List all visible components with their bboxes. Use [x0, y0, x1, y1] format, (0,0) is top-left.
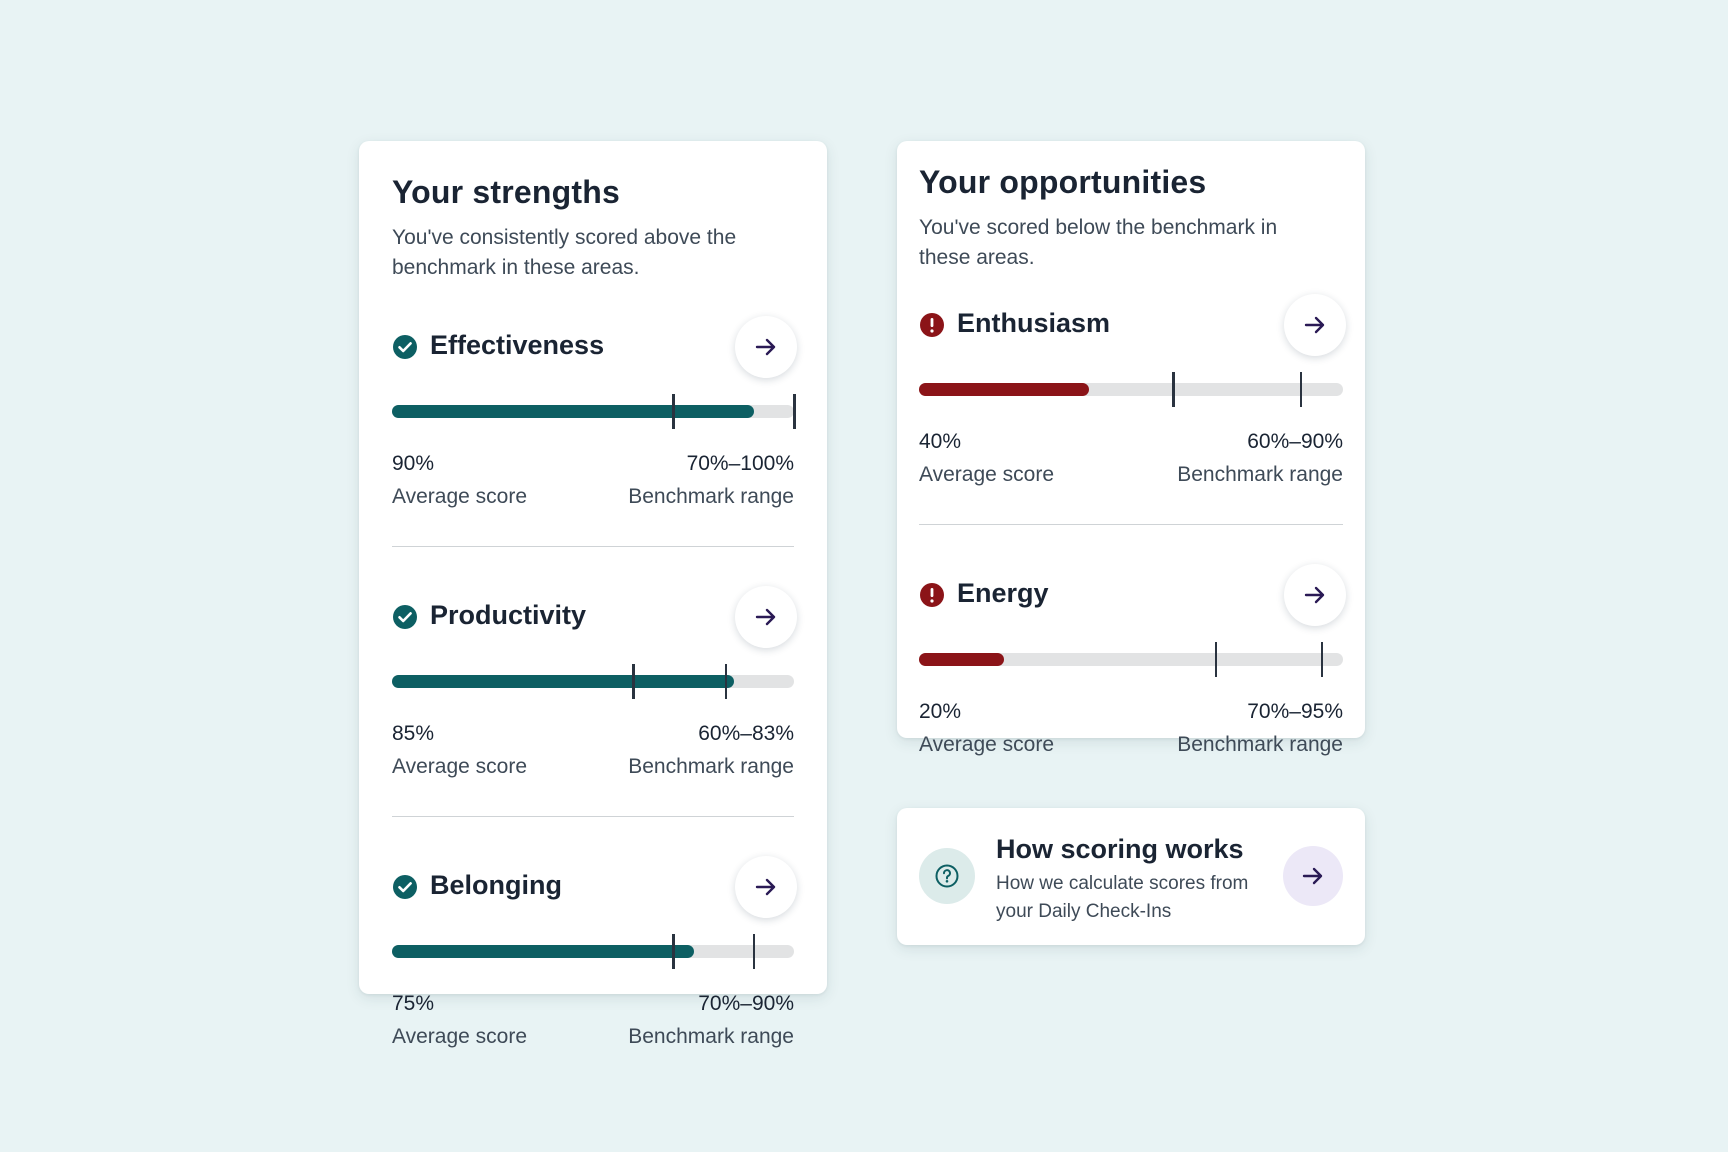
how-scoring-arrow-button[interactable] [1283, 846, 1343, 906]
strengths-list: Effectiveness 90% 70%–100% Average score Ben… [392, 313, 797, 1048]
benchmark-value: 70%–95% [1247, 700, 1343, 723]
opportunities-list: Enthusiasm 40% 60%–90% Average score Benchma… [919, 291, 1346, 756]
divider [392, 815, 794, 817]
score-value: 85% [392, 722, 435, 745]
benchmark-high-marker [752, 934, 756, 969]
metric-label: Enthusiasm [957, 308, 1111, 338]
benchmark-caption: Benchmark range [1177, 463, 1343, 486]
strengths-subtitle: You've consistently scored above the ben… [392, 226, 737, 279]
benchmark-value: 70%–100% [686, 452, 794, 475]
arrow-right-icon [755, 608, 776, 626]
benchmark-value: 60%–83% [698, 722, 794, 745]
metric-arrow-button[interactable] [735, 586, 797, 648]
question-circle-icon [919, 848, 975, 904]
metric-label: Productivity [430, 600, 587, 630]
how-scoring-description: How we calculate scores from your Daily … [996, 873, 1249, 922]
score-value: 40% [919, 430, 962, 453]
score-caption: Average score [392, 755, 528, 778]
check-circle-icon [392, 334, 418, 360]
benchmark-caption: Benchmark range [628, 485, 794, 508]
opportunities-card: Your opportunities You've scored below t… [897, 141, 1365, 756]
score-value: 20% [919, 700, 962, 723]
benchmark-high-marker [1320, 642, 1324, 677]
score-bar-fill [392, 945, 694, 958]
score-bar-fill [919, 653, 1004, 666]
divider [919, 523, 1343, 525]
metric-header: Effectiveness [392, 313, 797, 378]
metric-label: Energy [957, 578, 1049, 608]
metric-enthusiasm: Enthusiasm 40% 60%–90% Average score Benchma… [919, 291, 1346, 525]
benchmark-caption: Benchmark range [628, 755, 794, 778]
alert-circle-icon [919, 312, 945, 338]
score-bar-fill [919, 383, 1089, 396]
how-scoring-card[interactable]: How scoring works How we calculate score… [897, 808, 1365, 945]
strengths-card: Your strengths You've consistently score… [359, 141, 827, 1048]
benchmark-low-marker [632, 664, 635, 699]
benchmark-low-marker [1172, 372, 1175, 407]
benchmark-low-marker [1214, 642, 1218, 677]
metric-arrow-button[interactable] [735, 856, 797, 918]
metric-arrow-button[interactable] [1284, 564, 1346, 626]
score-bar-fill [392, 675, 734, 688]
metric-header: Enthusiasm [919, 291, 1346, 356]
benchmark-high-marker [1299, 372, 1303, 407]
metric-header: Belonging [392, 853, 797, 918]
score-value: 90% [392, 452, 435, 475]
metric-effectiveness: Effectiveness 90% 70%–100% Average score Ben… [392, 313, 797, 547]
score-caption: Average score [392, 1025, 528, 1048]
benchmark-value: 60%–90% [1247, 430, 1343, 453]
score-caption: Average score [919, 733, 1055, 756]
arrow-right-icon [1304, 316, 1325, 334]
metric-belonging: Belonging 75% 70%–90% Average score Benchmar… [392, 853, 797, 1048]
metric-header: Energy [919, 561, 1346, 626]
metric-label: Effectiveness [430, 330, 605, 360]
how-scoring-title: How scoring works [996, 834, 1244, 864]
score-bar-track [392, 934, 794, 969]
alert-circle-icon [919, 582, 945, 608]
opportunities-title: Your opportunities [919, 164, 1207, 200]
check-circle-icon [392, 874, 418, 900]
divider [392, 545, 794, 547]
benchmark-caption: Benchmark range [1177, 733, 1343, 756]
score-value: 75% [392, 992, 435, 1015]
arrow-right-icon [755, 878, 776, 896]
arrow-right-icon [1302, 867, 1323, 885]
metric-arrow-button[interactable] [735, 316, 797, 378]
score-caption: Average score [392, 485, 528, 508]
score-bar-track [919, 372, 1343, 407]
metric-arrow-button[interactable] [1284, 294, 1346, 356]
check-circle-icon [392, 604, 418, 630]
score-bar-track [392, 394, 796, 429]
metric-energy: Energy 20% 70%–95% Average score Benchmark r… [919, 561, 1346, 756]
benchmark-low-marker [672, 394, 675, 429]
metric-productivity: Productivity 85% 60%–83% Average score Bench… [392, 583, 797, 817]
benchmark-high-marker [724, 664, 728, 699]
score-caption: Average score [919, 463, 1055, 486]
score-bar-track [919, 642, 1343, 677]
metric-label: Belonging [430, 870, 562, 900]
benchmark-value: 70%–90% [698, 992, 794, 1015]
arrow-right-icon [1304, 586, 1325, 604]
metric-header: Productivity [392, 583, 797, 648]
strengths-title: Your strengths [392, 174, 621, 210]
opportunities-subtitle: You've scored below the benchmark in the… [919, 216, 1278, 269]
score-bar-track [392, 664, 794, 699]
arrow-right-icon [755, 338, 776, 356]
benchmark-low-marker [672, 934, 675, 969]
score-bar-fill [392, 405, 754, 418]
benchmark-high-marker [793, 394, 796, 429]
benchmark-caption: Benchmark range [628, 1025, 794, 1048]
